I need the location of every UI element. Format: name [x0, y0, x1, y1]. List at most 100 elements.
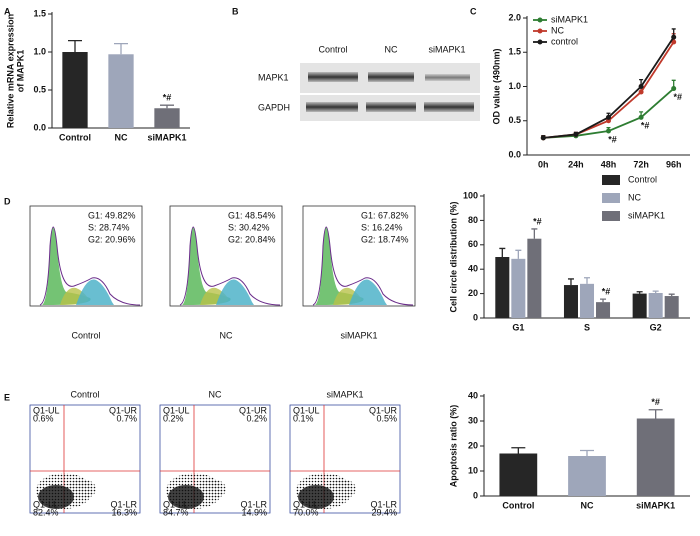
- bar: [499, 453, 538, 496]
- phase-stat: G2: 20.96%: [88, 234, 136, 244]
- y-tick-label: 30: [468, 415, 478, 425]
- blot-band: [306, 102, 358, 112]
- sample-label: siMAPK1: [340, 330, 377, 340]
- x-tick-label: 24h: [568, 159, 584, 169]
- error-bar: [511, 447, 526, 454]
- error-bar: [580, 449, 594, 456]
- y-tick-label: 1.5: [33, 8, 46, 18]
- y-tick-label: 1.5: [508, 47, 521, 57]
- x-tick-label: 96h: [666, 159, 682, 169]
- phase-stat: G2: 18.74%: [361, 234, 409, 244]
- bar: [527, 238, 542, 318]
- panel-label: E: [4, 392, 10, 402]
- error-bar: [652, 290, 659, 293]
- error-bar: [668, 293, 675, 297]
- point: [606, 118, 611, 124]
- annotation: *#: [608, 134, 617, 144]
- quadrant-name: Q1-LR: [370, 499, 397, 509]
- y-tick-label: 20: [468, 288, 478, 298]
- bar: [664, 296, 679, 318]
- legend-swatch: [602, 211, 620, 221]
- y-axis-title: Cell circle distribution (%): [448, 201, 458, 312]
- quadrant-name: Q1-UL: [33, 405, 60, 415]
- bar: [62, 52, 88, 128]
- x-tick-label: 0h: [538, 159, 549, 169]
- x-tick-label: NC: [115, 132, 128, 142]
- point: [671, 34, 677, 40]
- panel-label: C: [470, 6, 477, 16]
- error-bar: [68, 39, 82, 52]
- sample-label: Control: [70, 389, 99, 399]
- error-bar: [648, 409, 663, 419]
- y-axis-title: Relative mRNA expression: [5, 14, 15, 128]
- y-tick-label: 10: [468, 465, 478, 475]
- histogram: [29, 205, 143, 307]
- bar: [495, 257, 510, 318]
- quadrant-value: 0.2%: [163, 413, 184, 423]
- quadrant-value: 16.3%: [111, 507, 137, 517]
- bar: [568, 456, 606, 496]
- error-bar: [584, 277, 590, 284]
- blot-band: [425, 74, 470, 81]
- y-tick-label: 0.0: [33, 122, 46, 132]
- error-bar: [567, 278, 574, 286]
- x-tick-label: G1: [512, 322, 524, 332]
- x-tick-label: Control: [59, 132, 91, 142]
- legend-label: Control: [628, 174, 657, 184]
- point: [638, 84, 644, 89]
- phase-stat: G2: 20.84%: [228, 234, 276, 244]
- x-tick-label: 48h: [601, 159, 617, 169]
- x-tick-label: NC: [581, 500, 594, 510]
- y-tick-label: 2.0: [508, 12, 521, 22]
- phase-stat: S: 16.24%: [361, 222, 403, 232]
- quadrant-name: Q1-UR: [369, 405, 398, 415]
- annotation: *#: [163, 93, 172, 103]
- quadrant-value: 0.1%: [293, 413, 314, 423]
- quadrant-name: Q1-UR: [109, 405, 138, 415]
- blot-band: [308, 72, 358, 82]
- quadrant-value: 14.9%: [241, 507, 267, 517]
- panel-label: B: [232, 6, 239, 16]
- phase-stat: S: 30.42%: [228, 222, 270, 232]
- quadrant-name: Q1-LL: [33, 499, 58, 509]
- legend-swatch: [537, 39, 543, 45]
- quadrant-value: 0.2%: [246, 413, 267, 423]
- bar: [108, 54, 134, 128]
- lane-label: Control: [318, 44, 347, 54]
- y-tick-label: 0: [473, 312, 478, 322]
- phase-stat: G1: 67.82%: [361, 210, 409, 220]
- bar: [154, 108, 180, 128]
- bar: [563, 285, 578, 318]
- y-tick-label: 40: [468, 390, 478, 400]
- bar: [596, 302, 611, 318]
- blot-band: [424, 102, 474, 112]
- bar: [636, 418, 675, 496]
- panel-label: A: [4, 6, 11, 16]
- legend-label: NC: [628, 192, 641, 202]
- x-tick-label: Control: [502, 500, 534, 510]
- quadrant-name: Q1-UL: [163, 405, 190, 415]
- phase-stat: S: 28.74%: [88, 222, 130, 232]
- panel-label: D: [4, 196, 11, 206]
- series-line: [543, 41, 675, 139]
- phase-stat: G1: 49.82%: [88, 210, 136, 220]
- point: [638, 114, 644, 120]
- lane-label: siMAPK1: [428, 44, 465, 54]
- error-bar: [160, 104, 174, 109]
- y-axis-title: of MAPK1: [15, 50, 25, 93]
- quadrant-value: 0.7%: [116, 413, 137, 423]
- quadrant-name: Q1-LR: [110, 499, 137, 509]
- error-bar: [531, 228, 538, 239]
- quadrant-name: Q1-UL: [293, 405, 320, 415]
- quadrant-name: Q1-UR: [239, 405, 268, 415]
- quadrant-name: Q1-LL: [163, 499, 188, 509]
- point: [606, 128, 611, 134]
- bar: [648, 292, 663, 318]
- y-tick-label: 0.5: [33, 84, 46, 94]
- error-bar: [636, 291, 643, 294]
- protein-label: GAPDH: [258, 102, 290, 112]
- bar: [632, 293, 647, 318]
- y-tick-label: 0: [473, 490, 478, 500]
- legend-swatch: [537, 17, 543, 23]
